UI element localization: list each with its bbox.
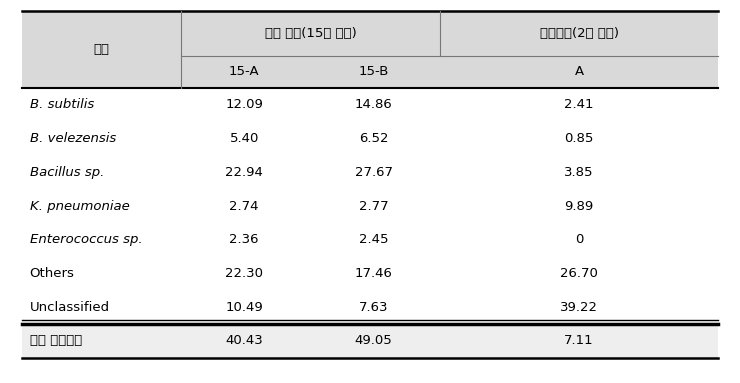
Text: 구분: 구분 <box>94 43 110 56</box>
Text: B. subtilis: B. subtilis <box>30 98 94 111</box>
Text: Unclassified: Unclassified <box>30 301 110 314</box>
Bar <box>22 56 718 88</box>
Text: 7.11: 7.11 <box>564 334 594 347</box>
Text: 12.09: 12.09 <box>225 98 263 111</box>
Text: 39.22: 39.22 <box>560 301 598 314</box>
Text: 17.46: 17.46 <box>354 267 393 280</box>
Text: 15-A: 15-A <box>229 65 260 78</box>
Text: Others: Others <box>30 267 75 280</box>
Text: 6.52: 6.52 <box>359 132 388 145</box>
Bar <box>22 11 718 56</box>
Text: K. pneumoniae: K. pneumoniae <box>30 200 130 213</box>
Text: 2.36: 2.36 <box>229 233 259 246</box>
Text: 14.86: 14.86 <box>354 98 393 111</box>
Text: 9.89: 9.89 <box>565 200 593 213</box>
Text: 40.43: 40.43 <box>225 334 263 347</box>
Text: 2.41: 2.41 <box>565 98 593 111</box>
Text: Enterococcus sp.: Enterococcus sp. <box>30 233 142 246</box>
Bar <box>22 324 718 358</box>
Text: 10.49: 10.49 <box>225 301 263 314</box>
Text: 5.40: 5.40 <box>229 132 259 145</box>
Text: 한식 된장(15종 혼합): 한식 된장(15종 혼합) <box>265 27 357 40</box>
Text: Bacillus sp.: Bacillus sp. <box>30 166 104 179</box>
Text: 2.77: 2.77 <box>359 200 388 213</box>
Text: 7.63: 7.63 <box>359 301 388 314</box>
Text: 49.05: 49.05 <box>354 334 393 347</box>
Text: 3.85: 3.85 <box>565 166 593 179</box>
Text: B. velezensis: B. velezensis <box>30 132 116 145</box>
Text: 22.30: 22.30 <box>225 267 263 280</box>
Text: 26.70: 26.70 <box>560 267 598 280</box>
Text: 15-B: 15-B <box>358 65 389 78</box>
Text: 우점 바실러스: 우점 바실러스 <box>30 334 82 347</box>
Text: 2.74: 2.74 <box>229 200 259 213</box>
Text: 22.94: 22.94 <box>225 166 263 179</box>
Text: 27.67: 27.67 <box>354 166 393 179</box>
Text: 0: 0 <box>575 233 583 246</box>
Text: 개량된장(2종 혼합): 개량된장(2종 혼합) <box>539 27 619 40</box>
Text: A: A <box>574 65 584 78</box>
Text: 0.85: 0.85 <box>565 132 593 145</box>
Text: 2.45: 2.45 <box>359 233 388 246</box>
